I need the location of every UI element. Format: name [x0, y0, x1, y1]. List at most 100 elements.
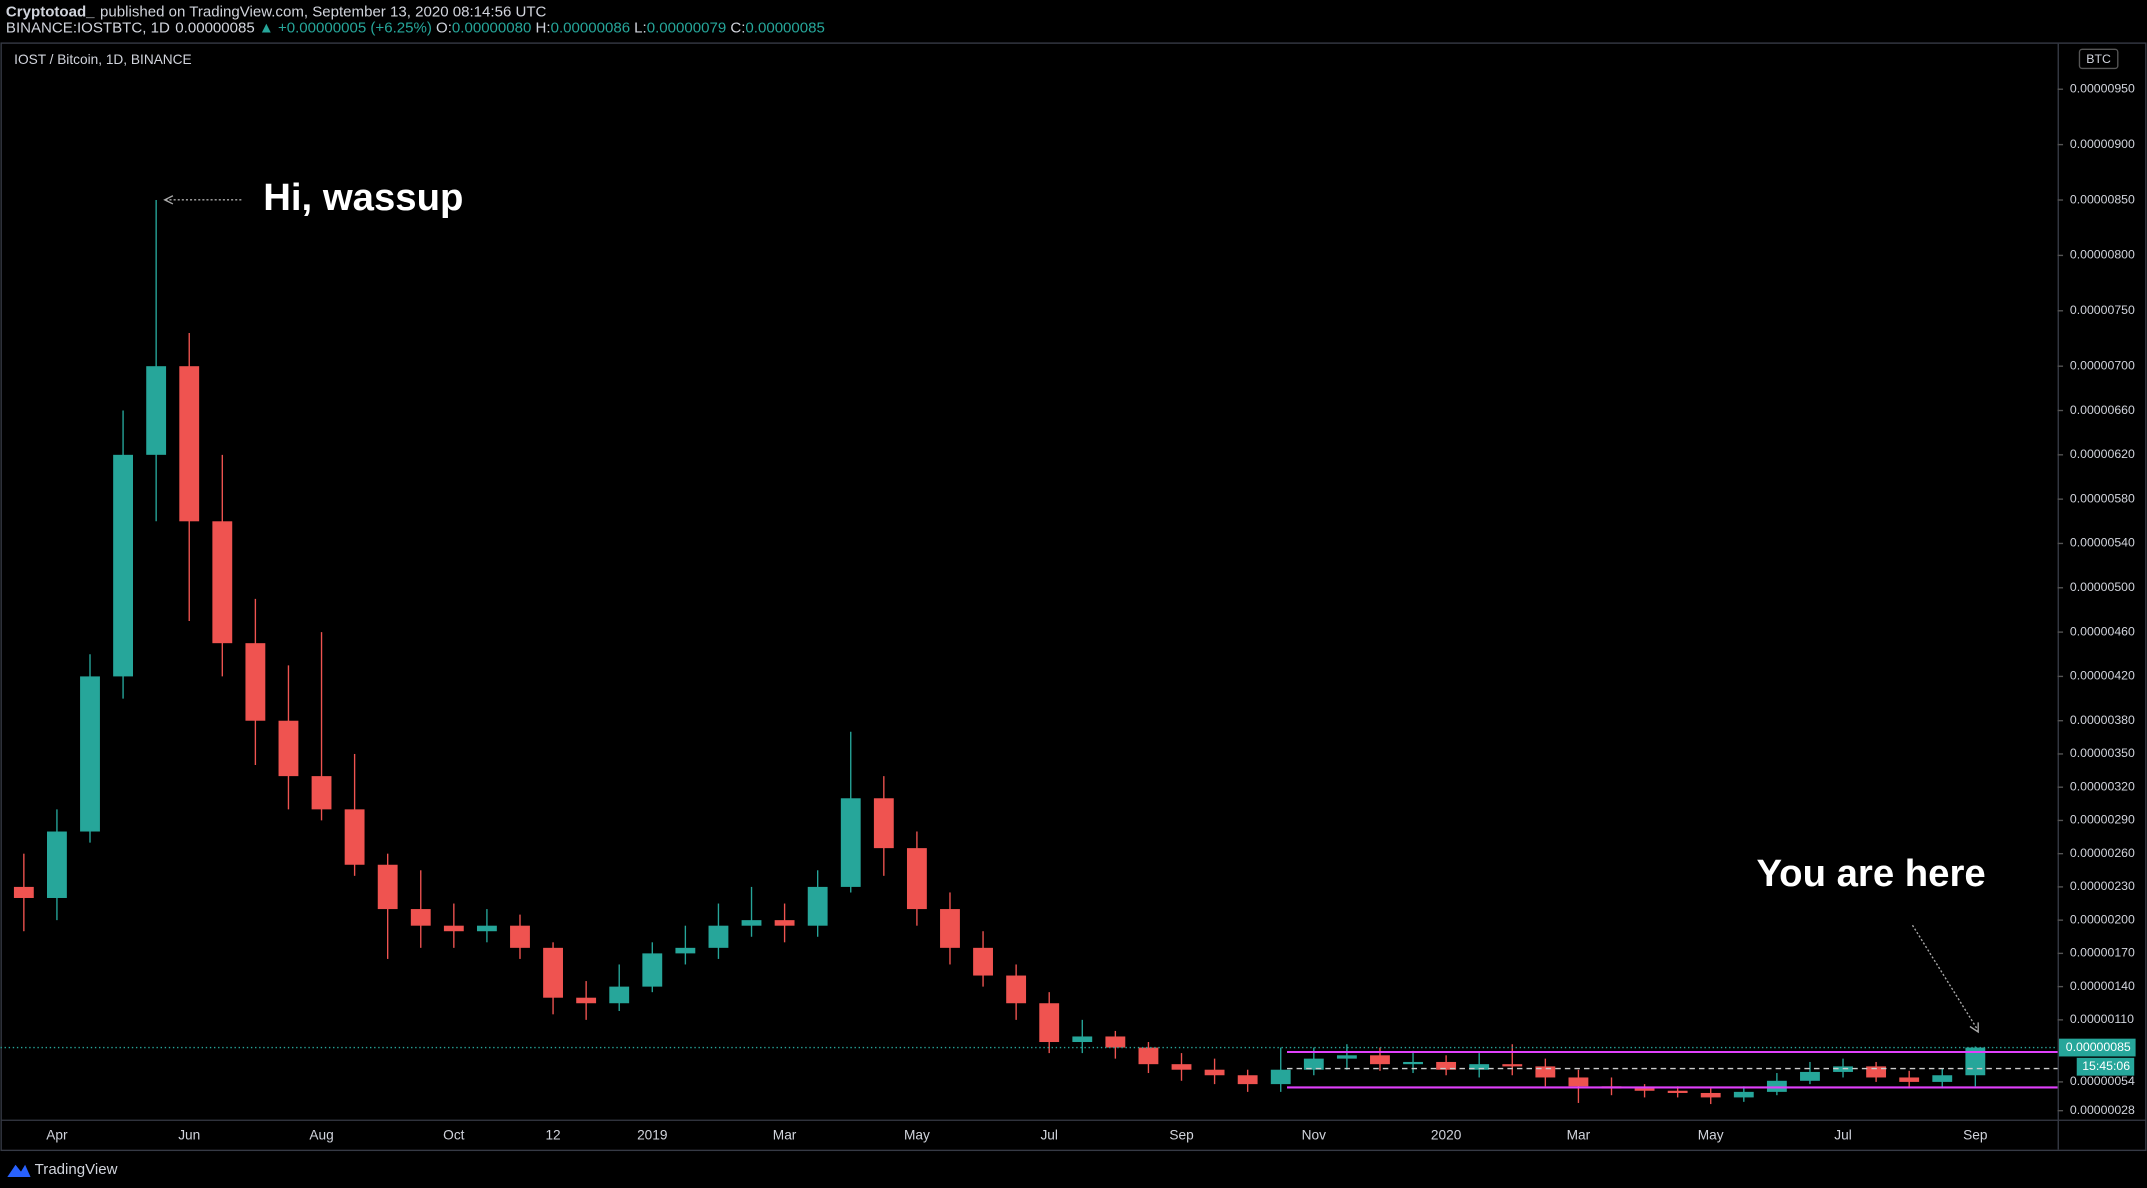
candle-body	[1403, 1061, 1423, 1065]
candle-body	[576, 997, 597, 1004]
y-tick-label: 0.00000290	[2070, 813, 2135, 827]
x-tick-label: 2020	[1431, 1128, 1462, 1143]
candle-body	[906, 848, 927, 910]
h-label: H:	[536, 20, 551, 37]
y-tick-label: 0.00000850	[2070, 192, 2135, 206]
y-tick-label: 0.00000200	[2070, 912, 2135, 926]
l-label: L:	[634, 20, 647, 37]
candle-body	[510, 925, 530, 948]
candle-body	[1535, 1066, 1556, 1078]
c-value: 0.00000085	[745, 20, 825, 37]
candle-body	[1171, 1064, 1192, 1070]
change: ▲ +0.00000005 (+6.25%)	[259, 20, 432, 37]
x-tick-label: 12	[545, 1128, 560, 1143]
candle-body	[410, 909, 431, 926]
candle-body	[774, 920, 795, 926]
x-tick-label: Apr	[46, 1128, 68, 1143]
candle-body	[1667, 1090, 1688, 1093]
candle-body	[1634, 1088, 1655, 1091]
last-price-box	[2058, 1038, 2136, 1057]
x-tick-label: Jul	[1834, 1128, 1851, 1143]
countdown-box	[2076, 1057, 2135, 1076]
candle-body	[1733, 1091, 1754, 1098]
candle-body	[179, 366, 200, 522]
candle-body	[873, 798, 894, 849]
candle-body	[476, 925, 497, 932]
annotation: Hi, wassup	[263, 176, 463, 219]
candle-body	[1800, 1071, 1820, 1081]
candle-body	[278, 720, 299, 777]
y-tick-label: 0.00000500	[2070, 580, 2135, 594]
candle-body	[146, 366, 167, 455]
x-tick-label: 2019	[637, 1128, 667, 1143]
candle-body	[642, 953, 663, 987]
candle-body	[1866, 1066, 1887, 1078]
candle-body	[1436, 1061, 1457, 1070]
annotation: You are here	[1756, 852, 1985, 895]
l-value: 0.00000079	[647, 20, 727, 37]
y-tick-label: 0.00000350	[2070, 746, 2135, 760]
candle-body	[1899, 1077, 1920, 1082]
y-tick-label: 0.00000900	[2070, 137, 2135, 151]
x-tick-label: May	[904, 1128, 930, 1143]
x-tick-label: Sep	[1963, 1128, 1988, 1143]
arrow-head	[1969, 1022, 1979, 1034]
y-tick-label: 0.00000580	[2070, 491, 2135, 505]
y-tick-label: 0.00000380	[2070, 713, 2135, 727]
candle-body	[1932, 1075, 1953, 1082]
candle-body	[377, 864, 398, 910]
price: 0.00000085	[175, 20, 255, 37]
candle-body	[80, 676, 100, 832]
y-tick-label: 0.00000054	[2070, 1074, 2135, 1088]
frame	[0, 42, 2147, 1152]
candle-body	[1568, 1077, 1589, 1087]
candle-body	[973, 947, 993, 976]
currency: BTC	[2086, 52, 2111, 66]
y-tick-label: 0.00000540	[2070, 536, 2135, 550]
countdown: 15:45:06	[2082, 1059, 2130, 1073]
candle-body	[113, 454, 133, 677]
y-tick-label: 0.00000230	[2070, 879, 2135, 893]
author: Cryptotoad_	[6, 3, 95, 20]
y-tick-label: 0.00000660	[2070, 403, 2135, 417]
y-tick-label: 0.00000620	[2070, 447, 2135, 461]
candle-body	[675, 947, 696, 954]
last-price-label: 0.00000085	[2066, 1040, 2131, 1054]
candle-body	[1237, 1075, 1258, 1085]
x-tick-label: Oct	[443, 1128, 464, 1143]
h-value: 0.00000086	[551, 20, 631, 37]
candle-body	[1138, 1047, 1159, 1065]
candle-body	[1700, 1092, 1721, 1098]
x-tick-label: Mar	[773, 1128, 797, 1143]
candle-body	[311, 776, 332, 810]
candle-body	[47, 831, 67, 898]
y-tick-label: 0.00000110	[2070, 1012, 2134, 1026]
brand: TradingView	[7, 1161, 118, 1178]
y-tick-label: 0.00000950	[2070, 81, 2135, 95]
y-tick-label: 0.00000028	[2070, 1103, 2135, 1117]
brand-name: TradingView	[35, 1161, 118, 1178]
candle-body	[708, 925, 729, 948]
x-tick-label: Sep	[1169, 1128, 1194, 1143]
candle-body	[443, 925, 464, 932]
candle-body	[1766, 1080, 1787, 1092]
o-value: 0.00000080	[452, 20, 532, 37]
y-tick-label: 0.00000320	[2070, 779, 2135, 793]
brand-logo	[7, 1164, 31, 1178]
candle-body	[1270, 1069, 1291, 1085]
candle-body	[13, 886, 34, 898]
candle-body	[344, 809, 365, 865]
candle-body	[543, 947, 563, 998]
y-tick-label: 0.00000140	[2070, 979, 2135, 993]
candle-body	[1105, 1036, 1126, 1048]
y-tick-label: 0.00000170	[2070, 946, 2135, 960]
y-tick-label: 0.00000700	[2070, 358, 2135, 372]
y-tick-label: 0.00000460	[2070, 624, 2135, 638]
candle-body	[1039, 1003, 1060, 1043]
y-tick-label: 0.00000420	[2070, 669, 2135, 683]
x-tick-label: May	[1698, 1128, 1724, 1143]
candle-body	[741, 920, 762, 926]
x-tick-label: Nov	[1302, 1128, 1326, 1143]
